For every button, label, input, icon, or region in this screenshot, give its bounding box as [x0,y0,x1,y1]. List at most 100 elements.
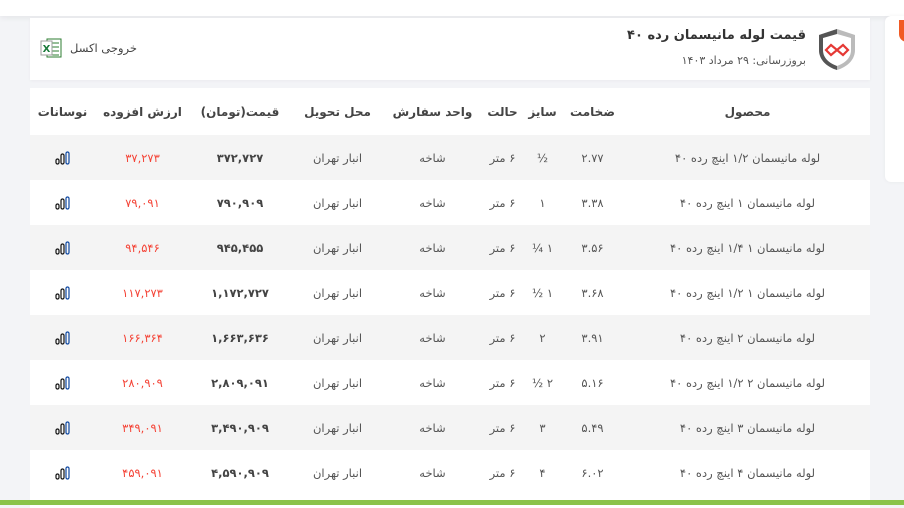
cell-product: لوله مانیسمان ۴ اینچ رده ۴۰ [679,465,816,480]
cell-product: لوله مانیسمان ۲ ۱/۲ اینچ رده ۴۰ [669,375,826,390]
cell-vat: ۱۱۷,۲۷۳ [122,285,163,300]
bar-chart-icon[interactable] [54,466,71,480]
bar-chart-icon[interactable] [54,286,71,300]
cell-price: ۴,۵۹۰,۹۰۹ [211,465,269,480]
cell-vat: ۲۸۰,۹۰۹ [122,375,163,390]
table-row: لوله مانیسمان ۳ اینچ رده ۴۰ ۵.۴۹ ۳ ۶ متر شاخ… [30,405,870,450]
column-header: قیمت(تومان) [200,104,280,119]
column-header: ارزش افزوده [103,104,182,119]
cell-chart[interactable] [30,135,95,180]
table-row: لوله مانیسمان ۲ اینچ رده ۴۰ ۳.۹۱ ۲ ۶ متر شاخ… [30,315,870,360]
bar-chart-icon[interactable] [54,241,71,255]
cell-price: ۹۴۵,۴۵۵ [216,240,264,255]
top-bar [0,0,904,16]
cell-location: انبار تهران [312,240,363,255]
table-row: لوله مانیسمان ۴ اینچ رده ۴۰ ۶.۰۲ ۴ ۶ متر شاخ… [30,450,870,495]
cell-location: انبار تهران [312,150,363,165]
cell-size: ½ [536,150,549,165]
excel-icon: X [40,38,62,58]
cell-thickness: ۲.۷۷ [581,150,604,165]
cell-price: ۲,۸۰۹,۰۹۱ [211,375,269,390]
cell-location: انبار تهران [312,195,363,210]
cell-thickness: ۵.۴۹ [581,420,604,435]
cell-thickness: ۵.۱۶ [581,375,604,390]
cell-unit: شاخه [419,420,446,435]
cell-product: لوله مانیسمان ۱ ۱/۲ اینچ رده ۴۰ [669,285,826,300]
column-header: نوسانات [37,104,88,119]
cell-location: انبار تهران [312,465,363,480]
cell-state: ۶ متر [489,330,516,345]
cell-chart[interactable] [30,315,95,360]
cell-thickness: ۳.۳۸ [581,195,604,210]
cell-vat: ۳۴۹,۰۹۱ [122,420,163,435]
page-title: قیمت لوله مانیسمان رده ۴۰ [627,28,806,43]
cell-state: ۶ متر [489,420,516,435]
cell-vat: ۷۹,۰۹۱ [125,195,160,210]
column-header: سایز [528,104,557,119]
cell-vat: ۴۵۹,۰۹۱ [122,465,163,480]
cell-state: ۶ متر [489,240,516,255]
column-header: ضخامت [570,104,615,119]
cell-price: ۷۹۰,۹۰۹ [216,195,264,210]
table-row: لوله مانیسمان ۱ ۱/۲ اینچ رده ۴۰ ۳.۶۸ ۱ ½ ۶ … [30,270,870,315]
column-header: محصول [724,104,771,119]
column-header: حالت [487,104,518,119]
column-header: محل تحویل [304,104,371,119]
cell-size: ۴ [539,465,546,480]
cell-thickness: ۳.۵۶ [581,240,604,255]
cell-size: ۱ [539,195,546,210]
shield-infinity-logo [819,29,855,70]
table-row: لوله مانیسمان ۱/۲ اینچ رده ۴۰ ۲.۷۷ ½ ۶ متر ش… [30,135,870,180]
cell-unit: شاخه [419,240,446,255]
cell-thickness: ۶.۰۲ [581,465,604,480]
cell-size: ۱ ¼ [532,240,553,255]
bar-chart-icon[interactable] [54,151,71,165]
price-table-card: محصول ضخامت سایز حالت واحد سفارش محل تحویل قیم… [30,88,870,508]
cell-unit: شاخه [419,285,446,300]
cell-unit: شاخه [419,465,446,480]
update-date: بروزرسانی: ۲۹ مرداد ۱۴۰۳ [681,54,806,67]
cell-chart[interactable] [30,180,95,225]
cell-chart[interactable] [30,405,95,450]
excel-export-label: خروجی اکسل [70,41,137,55]
bar-chart-icon[interactable] [54,331,71,345]
cell-vat: ۹۴,۵۴۶ [125,240,160,255]
bottom-bar [0,500,904,505]
cell-size: ۱ ½ [532,285,553,300]
cell-unit: شاخه [419,330,446,345]
cell-vat: ۱۶۶,۳۶۴ [122,330,163,345]
price-table: محصول ضخامت سایز حالت واحد سفارش محل تحویل قیم… [30,88,870,495]
cell-unit: شاخه [419,150,446,165]
bar-chart-icon[interactable] [54,421,71,435]
cell-product: لوله مانیسمان ۱/۲ اینچ رده ۴۰ [674,150,821,165]
cell-location: انبار تهران [312,420,363,435]
cell-chart[interactable] [30,360,95,405]
cell-price: ۱,۱۷۲,۷۲۷ [211,285,269,300]
cell-location: انبار تهران [312,375,363,390]
cell-location: انبار تهران [312,330,363,345]
cell-thickness: ۳.۶۸ [581,285,604,300]
cell-price: ۳,۴۹۰,۹۰۹ [211,420,269,435]
cell-size: ۲ [539,330,546,345]
cell-chart[interactable] [30,225,95,270]
side-panel [885,16,904,182]
cell-product: لوله مانیسمان ۱ اینچ رده ۴۰ [679,195,816,210]
cell-product: لوله مانیسمان ۳ اینچ رده ۴۰ [679,420,816,435]
cell-product: لوله مانیسمان ۱ ۱/۴ اینچ رده ۴۰ [669,240,826,255]
bar-chart-icon[interactable] [54,376,71,390]
column-header: واحد سفارش [392,104,473,119]
cell-vat: ۳۷,۲۷۳ [125,150,160,165]
cell-price: ۱,۶۶۳,۶۳۶ [211,330,269,345]
cell-price: ۳۷۲,۷۲۷ [216,150,264,165]
table-header-row: محصول ضخامت سایز حالت واحد سفارش محل تحویل قیم… [30,88,870,135]
cell-state: ۶ متر [489,465,516,480]
cell-chart[interactable] [30,270,95,315]
cell-size: ۳ [539,420,546,435]
cell-size: ۲ ½ [532,375,553,390]
side-accent [899,20,904,42]
cell-chart[interactable] [30,450,95,495]
excel-export-button[interactable]: X خروجی اکسل [40,38,137,58]
cell-state: ۶ متر [489,375,516,390]
cell-location: انبار تهران [312,285,363,300]
bar-chart-icon[interactable] [54,196,71,210]
